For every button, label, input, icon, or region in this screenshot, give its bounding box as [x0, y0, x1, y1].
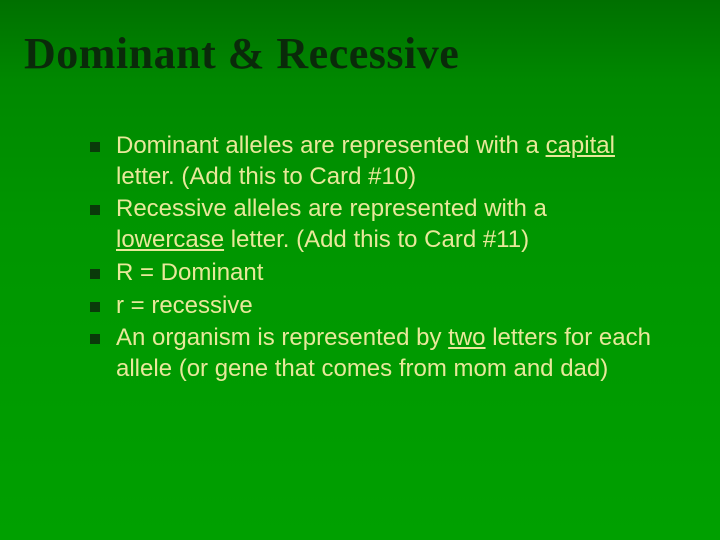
list-item: An organism is represented by two letter… [90, 323, 656, 384]
slide-title: Dominant & Recessive [0, 0, 720, 91]
bullet-list: Dominant alleles are represented with a … [0, 91, 720, 385]
slide: Dominant & Recessive Dominant alleles ar… [0, 0, 720, 540]
bullet-text: Dominant alleles are represented with a … [116, 131, 656, 192]
bullet-text: r = recessive [116, 291, 656, 322]
bullet-text: R = Dominant [116, 258, 656, 289]
list-item: R = Dominant [90, 258, 656, 289]
bullet-square-icon [90, 142, 100, 152]
list-item: Recessive alleles are represented with a… [90, 194, 656, 255]
list-item: r = recessive [90, 291, 656, 322]
bullet-square-icon [90, 205, 100, 215]
list-item: Dominant alleles are represented with a … [90, 131, 656, 192]
bullet-text: An organism is represented by two letter… [116, 323, 656, 384]
bullet-square-icon [90, 302, 100, 312]
bullet-text: Recessive alleles are represented with a… [116, 194, 656, 255]
bullet-square-icon [90, 334, 100, 344]
bullet-square-icon [90, 269, 100, 279]
